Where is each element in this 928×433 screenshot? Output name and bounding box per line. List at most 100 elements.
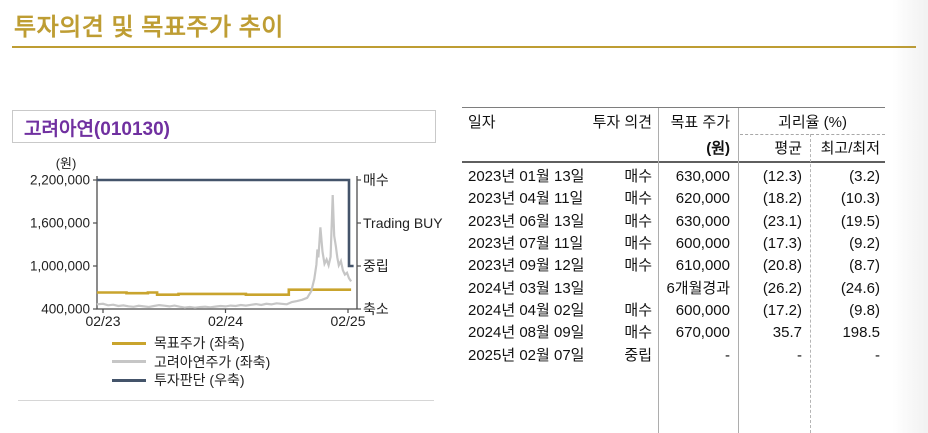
right-axis-label: 중립 [363, 258, 389, 274]
y-axis-unit-label: (원) [56, 156, 77, 171]
cell-gap-hilo: (10.3) [840, 190, 880, 208]
table-row: 2023년 06월 13일 매수 630,000 (23.1) (19.5) [462, 211, 885, 233]
cell-gap-hilo: (9.8) [849, 302, 880, 320]
stock-header-box [12, 110, 436, 143]
cell-date: 2024년 04월 02일 [468, 302, 585, 320]
table-row: 2025년 02월 07일 중립 - - - [462, 345, 885, 367]
cell-opinion: 중립 [624, 346, 652, 364]
rating-line-swatch [112, 378, 146, 382]
y-tick-label: 1,600,000 [30, 216, 90, 231]
cell-target-price: 670,000 [675, 324, 730, 342]
cell-gap-avg: - [797, 346, 802, 364]
cell-gap-avg: 35.7 [772, 324, 802, 342]
legend-item-stock-price: 고려아연주가 (좌축) [112, 353, 270, 372]
cell-gap-avg: (17.2) [762, 302, 802, 320]
cell-opinion: 매수 [624, 324, 652, 342]
cell-gap-hilo: 198.5 [842, 324, 880, 342]
table-row: 2023년 04월 11일 매수 620,000 (18.2) (10.3) [462, 188, 885, 210]
table-row: 2024년 03월 13일 6개월경과 (26.2) (24.6) [462, 278, 885, 300]
cell-gap-avg: (20.8) [762, 257, 802, 275]
cell-date: 2024년 08월 09일 [468, 324, 585, 342]
cell-opinion: 매수 [624, 257, 652, 275]
page-title: 투자의견 및 목표주가 추이 [14, 14, 284, 41]
legend-label: 목표주가 (좌축) [154, 335, 245, 352]
column-divider-opinion [658, 108, 659, 433]
x-tick-label: 02/23 [85, 313, 120, 329]
series-stock-price [96, 194, 353, 309]
cell-gap-avg: (26.2) [762, 279, 802, 297]
cell-target-price: 630,000 [675, 212, 730, 230]
x-tick-label: 02/25 [330, 313, 365, 329]
cell-opinion: 매수 [624, 212, 652, 230]
col-header-target-price: 목표 주가 [670, 114, 730, 131]
cell-date: 2023년 09월 12일 [468, 257, 585, 275]
x-tick-label: 02/24 [208, 313, 243, 329]
legend-item-target-price: 목표주가 (좌축) [112, 334, 270, 353]
panel-divider [18, 400, 434, 401]
col-header-gap-group: 괴리율 (%) [778, 114, 847, 131]
rating-target-price-chart: (원)2,200,0001,600,0001,000,000400,00002/… [30, 156, 443, 329]
col-header-target-unit: (원) [706, 140, 730, 157]
cell-date: 2023년 01월 13일 [468, 168, 585, 185]
right-axis-label: 매수 [363, 172, 389, 188]
cell-opinion: 매수 [624, 168, 652, 185]
legend-label: 고려아연주가 (좌축) [154, 353, 271, 370]
title-underline [12, 46, 916, 48]
cell-gap-hilo: (9.2) [849, 235, 880, 253]
cell-target-price: 600,000 [675, 302, 730, 320]
table-row: 2024년 08월 09일 매수 670,000 35.7 198.5 [462, 322, 885, 344]
right-axis-label: Trading BUY [363, 215, 443, 231]
cell-gap-hilo: (3.2) [849, 168, 880, 185]
table-top-border [462, 107, 885, 108]
stock-price-line-swatch [112, 360, 146, 364]
cell-target-price: 6개월경과 [666, 279, 730, 297]
table-body: 2023년 01월 13일 매수 630,000 (12.3) (3.2) 2023년 0… [462, 166, 885, 367]
cell-target-price: - [725, 346, 730, 364]
stock-name: 고려아연(010130) [24, 119, 170, 140]
cell-opinion: 매수 [624, 235, 652, 253]
page-edge-shading [892, 0, 928, 433]
table-row: 2023년 07월 11일 매수 600,000 (17.3) (9.2) [462, 233, 885, 255]
y-tick-label: 2,200,000 [30, 173, 90, 188]
series-rating [96, 178, 354, 268]
cell-target-price: 630,000 [675, 168, 730, 185]
y-tick-label: 1,000,000 [30, 259, 90, 274]
cell-gap-hilo: - [875, 346, 880, 364]
cell-date: 2023년 04월 11일 [468, 190, 584, 208]
legend-label: 투자판단 (우축) [154, 372, 245, 389]
chart-legend: 목표주가 (좌축) 고려아연주가 (좌축) 투자판단 (우축) [112, 334, 270, 390]
cell-target-price: 600,000 [675, 235, 730, 253]
col-header-gap-avg: 평균 [774, 140, 802, 157]
cell-gap-avg: (12.3) [762, 168, 802, 185]
cell-opinion: 매수 [624, 302, 652, 320]
table-row: 2024년 04월 02일 매수 600,000 (17.2) (9.8) [462, 300, 885, 322]
cell-target-price: 620,000 [675, 190, 730, 208]
cell-date: 2023년 06월 13일 [468, 212, 585, 230]
column-divider-target [738, 108, 739, 433]
y-tick-label: 400,000 [41, 302, 90, 317]
legend-item-rating: 투자판단 (우축) [112, 371, 270, 390]
series-target-price [96, 288, 352, 296]
header-bottom-border [462, 161, 885, 163]
cell-date: 2025년 02월 07일 [468, 346, 585, 364]
cell-opinion: 매수 [624, 190, 652, 208]
cell-gap-avg: (23.1) [762, 212, 802, 230]
cell-gap-avg: (17.3) [762, 235, 802, 253]
table-row: 2023년 01월 13일 매수 630,000 (12.3) (3.2) [462, 166, 885, 188]
col-header-gap-hilo: 최고/최저 [820, 140, 880, 157]
cell-target-price: 610,000 [675, 257, 730, 275]
gap-subheader-divider [740, 134, 885, 135]
table-row: 2023년 09월 12일 매수 610,000 (20.8) (8.7) [462, 255, 885, 277]
target-price-line-swatch [112, 341, 146, 345]
column-divider-gap [810, 134, 811, 433]
cell-date: 2024년 03월 13일 [468, 279, 585, 297]
col-header-date: 일자 [468, 114, 496, 131]
cell-gap-hilo: (8.7) [849, 257, 880, 275]
cell-gap-hilo: (19.5) [840, 212, 880, 230]
rating-history-table: 일자 투자 의견 목표 주가 괴리율 (%) (원) 평균 최고/최저 2023… [462, 107, 885, 433]
cell-date: 2023년 07월 11일 [468, 235, 584, 253]
cell-opinion [542, 278, 652, 300]
right-axis-label: 축소 [363, 301, 389, 317]
cell-gap-hilo: (24.6) [840, 279, 880, 297]
